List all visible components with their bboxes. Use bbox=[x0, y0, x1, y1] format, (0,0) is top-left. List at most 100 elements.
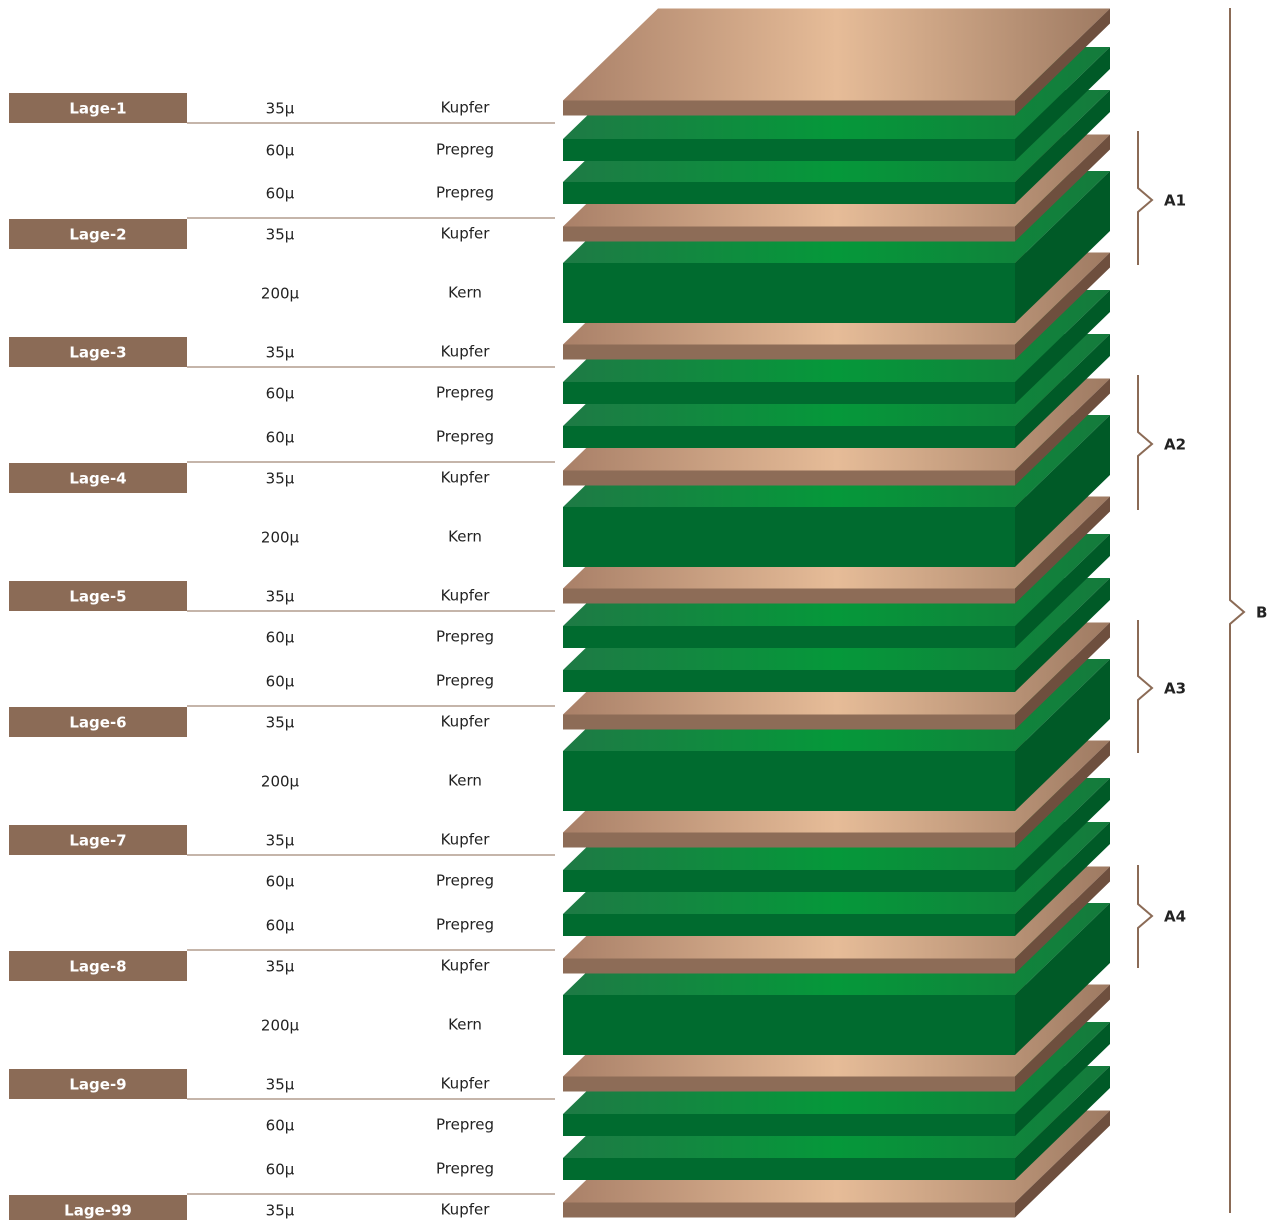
slab-front bbox=[563, 139, 1015, 161]
thickness: 60μ bbox=[266, 142, 295, 160]
layer-tag bbox=[9, 219, 187, 249]
slab-front bbox=[563, 995, 1015, 1055]
thickness: 60μ bbox=[266, 185, 295, 203]
thickness: 35μ bbox=[266, 1076, 295, 1094]
slab-front bbox=[563, 382, 1015, 404]
thickness: 60μ bbox=[266, 673, 295, 691]
slab-front bbox=[563, 100, 1015, 116]
material: Prepreg bbox=[436, 428, 494, 446]
material: Prepreg bbox=[436, 384, 494, 402]
layer-tag bbox=[9, 1195, 187, 1220]
bracket bbox=[1229, 8, 1246, 1213]
slab-side bbox=[1015, 252, 1110, 360]
slab-side bbox=[1015, 415, 1110, 567]
slab-side bbox=[1015, 290, 1110, 404]
material: Kern bbox=[448, 284, 482, 302]
layer-tag-label: Lage-2 bbox=[69, 226, 126, 244]
slab-side bbox=[1015, 740, 1110, 848]
material: Kern bbox=[448, 528, 482, 546]
material: Kupfer bbox=[441, 713, 491, 731]
thickness: 35μ bbox=[266, 100, 295, 118]
material: Prepreg bbox=[436, 184, 494, 202]
slab-side bbox=[1015, 578, 1110, 692]
bracket bbox=[1137, 865, 1154, 968]
thickness: 60μ bbox=[266, 629, 295, 647]
slab-side bbox=[1015, 534, 1110, 648]
slab-front bbox=[563, 670, 1015, 692]
slab-front bbox=[563, 714, 1015, 730]
layer-tag-label: Lage-6 bbox=[69, 714, 126, 732]
slab-side bbox=[1015, 1022, 1110, 1136]
slab-top bbox=[563, 8, 1110, 101]
bracket bbox=[1137, 375, 1154, 510]
layer-tag bbox=[9, 825, 187, 855]
thickness: 200μ bbox=[261, 773, 300, 791]
bracket bbox=[1137, 131, 1154, 265]
slab-side bbox=[1015, 778, 1110, 892]
thickness: 35μ bbox=[266, 344, 295, 362]
thickness: 60μ bbox=[266, 385, 295, 403]
thickness: 60μ bbox=[266, 917, 295, 935]
material: Kupfer bbox=[441, 343, 491, 361]
thickness: 35μ bbox=[266, 588, 295, 606]
layer-tag bbox=[9, 707, 187, 737]
bracket-label: A3 bbox=[1164, 680, 1186, 698]
layer-tag bbox=[9, 337, 187, 367]
thickness: 200μ bbox=[261, 529, 300, 547]
thickness: 35μ bbox=[266, 832, 295, 850]
slab-side bbox=[1015, 334, 1110, 448]
bracket bbox=[1137, 620, 1154, 753]
slab-front bbox=[563, 751, 1015, 811]
bracket-label: A1 bbox=[1164, 192, 1186, 210]
layer-tag-label: Lage-5 bbox=[69, 588, 126, 606]
material: Kupfer bbox=[441, 1075, 491, 1093]
material: Prepreg bbox=[436, 1160, 494, 1178]
layer-tag-label: Lage-1 bbox=[69, 100, 126, 118]
slab-side bbox=[1015, 1066, 1110, 1180]
thickness: 35μ bbox=[266, 470, 295, 488]
layer-tag-label: Lage-8 bbox=[69, 958, 126, 976]
layer-tag-label: Lage-3 bbox=[69, 344, 126, 362]
slab-side bbox=[1015, 134, 1110, 242]
bracket-label: A2 bbox=[1164, 436, 1186, 454]
layer-tag bbox=[9, 951, 187, 981]
slab-front bbox=[563, 182, 1015, 204]
slab-front bbox=[563, 507, 1015, 567]
layer-tag bbox=[9, 1069, 187, 1099]
slab-front bbox=[563, 626, 1015, 648]
material: Prepreg bbox=[436, 1116, 494, 1134]
slab-side bbox=[1015, 90, 1110, 204]
slab-side bbox=[1015, 378, 1110, 486]
thickness: 200μ bbox=[261, 285, 300, 303]
thickness: 35μ bbox=[266, 226, 295, 244]
layer-tag bbox=[9, 93, 187, 123]
slab-front bbox=[563, 263, 1015, 323]
material: Kupfer bbox=[441, 225, 491, 243]
slab-side bbox=[1015, 822, 1110, 936]
slab-side bbox=[1015, 903, 1110, 1055]
material: Kern bbox=[448, 772, 482, 790]
material: Prepreg bbox=[436, 672, 494, 690]
slab-side bbox=[1015, 622, 1110, 730]
slab-side bbox=[1015, 8, 1110, 116]
thickness: 35μ bbox=[266, 958, 295, 976]
slab-side bbox=[1015, 866, 1110, 974]
material: Prepreg bbox=[436, 916, 494, 934]
thickness: 60μ bbox=[266, 1117, 295, 1135]
slab-side bbox=[1015, 47, 1110, 161]
layer-tag-label: Lage-9 bbox=[69, 1076, 126, 1094]
material: Kupfer bbox=[441, 469, 491, 487]
slab-front bbox=[563, 226, 1015, 242]
thickness: 200μ bbox=[261, 1017, 300, 1035]
thickness: 60μ bbox=[266, 429, 295, 447]
material: Kupfer bbox=[441, 587, 491, 605]
layer-tag-label: Lage-99 bbox=[64, 1202, 132, 1220]
layer-tag bbox=[9, 581, 187, 611]
thickness: 60μ bbox=[266, 873, 295, 891]
material: Kupfer bbox=[441, 957, 491, 975]
layer-slab bbox=[563, 8, 1110, 116]
slab-front bbox=[563, 470, 1015, 486]
slab-front bbox=[563, 426, 1015, 448]
slab-side bbox=[1015, 171, 1110, 323]
material: Prepreg bbox=[436, 872, 494, 890]
